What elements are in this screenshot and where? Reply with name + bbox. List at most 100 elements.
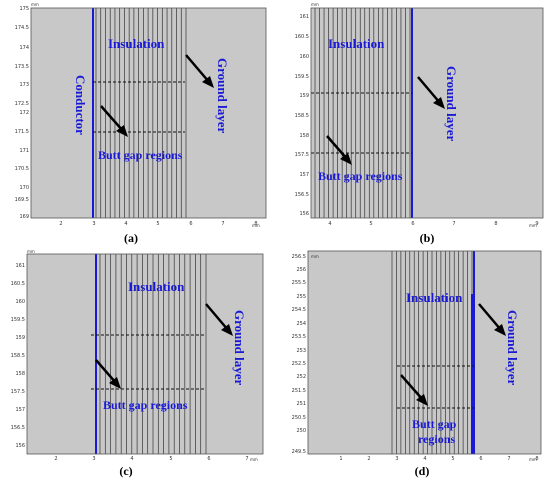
y-tick: 251 [296,401,306,407]
unit-label-bottom: mm [529,223,537,228]
panel-caption: (d) [414,464,430,478]
y-tick: 170.5 [15,166,29,172]
arrow-butt-gap [100,105,124,132]
y-tick: 250.5 [292,415,306,421]
arrow-ground [417,76,441,104]
arrow-head [221,324,233,336]
x-tick: 8 [535,456,538,462]
x-tick: 7 [452,221,455,227]
y-tick: 161 [15,263,25,269]
y-tick: 158 [15,371,25,377]
ground-layer-label: Ground layer [232,310,247,385]
y-tick: 256.5 [292,254,306,260]
arrow-head [109,377,121,389]
x-axis-ticks: 1 2 3 4 5 6 7 8 [339,456,538,462]
x-tick: 7 [245,456,248,462]
x-tick: 7 [507,456,510,462]
y-tick: 170 [19,185,29,191]
insulation-layers [391,251,473,454]
x-tick: 5 [369,221,372,227]
x-tick: 9 [535,221,538,227]
panel-d-plot: mm mm 256.5 256 255.5 255 254.5 254 253.… [292,250,542,462]
x-tick: 4 [328,221,331,227]
panel-b: mm mm 161 160.5 160 159.5 159 158.5 158 … [275,0,550,245]
panel-c: mm mm 161 160.5 160 159.5 159 158.5 158 … [0,248,275,478]
unit-label-top: mm [311,2,319,7]
arrow-head [494,324,506,336]
unit-label-bottom: mm [250,457,258,462]
x-tick: 6 [411,221,414,227]
x-tick: 6 [207,456,210,462]
y-tick: 159 [299,93,309,99]
x-tick: 1 [339,456,342,462]
y-tick: 172.5 [15,101,29,107]
plot-frame [307,250,542,455]
arrow-head [416,394,428,406]
butt-gap-label: Butt gap regions [103,398,188,412]
y-tick: 256 [296,267,306,273]
insulation-label: Insulation [128,279,185,294]
x-axis-ticks: 2 3 4 5 6 7 8 [59,221,257,227]
y-tick: 175 [19,6,29,12]
unit-label-top: mm [311,254,319,259]
y-tick: 158 [299,133,309,139]
plot-frame [310,7,544,219]
panel-caption: (a) [124,231,138,245]
y-tick: 253.5 [292,334,306,340]
y-tick: 159 [15,335,25,341]
arrow-ground [205,303,229,331]
x-tick: 4 [130,456,133,462]
arrow-butt-gap [400,374,424,401]
unit-label-top: mm [27,249,35,254]
y-tick: 253 [296,348,306,354]
butt-gap-label: Butt gap regions [98,148,183,162]
x-axis-ticks: 4 5 6 7 8 9 [328,221,538,227]
arrow-butt-gap [95,359,117,384]
y-tick: 171.5 [15,129,29,135]
y-tick: 160.5 [11,281,25,287]
y-tick: 251.5 [292,388,306,394]
y-tick: 252 [296,374,306,380]
y-tick: 158.5 [295,113,309,119]
unit-label-bottom: mm [529,457,537,462]
arrow-head [202,76,214,88]
x-tick: 6 [479,456,482,462]
y-tick: 254.5 [292,307,306,313]
plot-area [27,254,263,454]
x-tick: 5 [451,456,454,462]
y-tick: 249.5 [292,449,306,455]
x-axis-ticks: 2 3 4 5 6 7 [54,456,248,462]
butt-gap-label: Butt gap regions [318,169,403,183]
x-tick: 4 [423,456,426,462]
panel-a: mm mm 175 174.5 174 173.5 173 172.5 172 … [0,0,275,245]
ground-layer-label: Ground layer [505,310,520,385]
arrow-head [116,125,128,137]
y-tick: 161 [299,14,309,20]
arrow-head [340,153,352,165]
insulation-layers [99,254,207,454]
x-tick: 2 [59,221,62,227]
y-tick: 157 [15,407,25,413]
ground-layer-label: Ground layer [215,58,230,133]
y-tick: 173.5 [15,64,29,70]
x-tick: 2 [367,456,370,462]
y-tick: 156.5 [11,425,25,431]
conductor-label: Conductor [73,75,88,135]
y-tick: 172 [19,110,29,116]
y-tick: 160 [299,54,309,60]
plot-area [31,8,266,218]
x-tick: 5 [169,456,172,462]
y-tick: 255.5 [292,280,306,286]
x-tick: 3 [92,221,95,227]
y-axis-ticks: 256.5 256 255.5 255 254.5 254 253.5 253 … [292,254,306,455]
y-tick: 255 [296,294,306,300]
plot-area [311,8,543,218]
x-tick: 3 [92,456,95,462]
y-tick: 156.5 [295,192,309,198]
y-tick: 252.5 [292,361,306,367]
panel-c-plot: mm mm 161 160.5 160 159.5 159 158.5 158 … [11,249,264,462]
arrow-head [433,97,445,109]
y-tick: 254 [296,321,306,327]
y-tick: 157.5 [295,152,309,158]
x-tick: 7 [221,221,224,227]
